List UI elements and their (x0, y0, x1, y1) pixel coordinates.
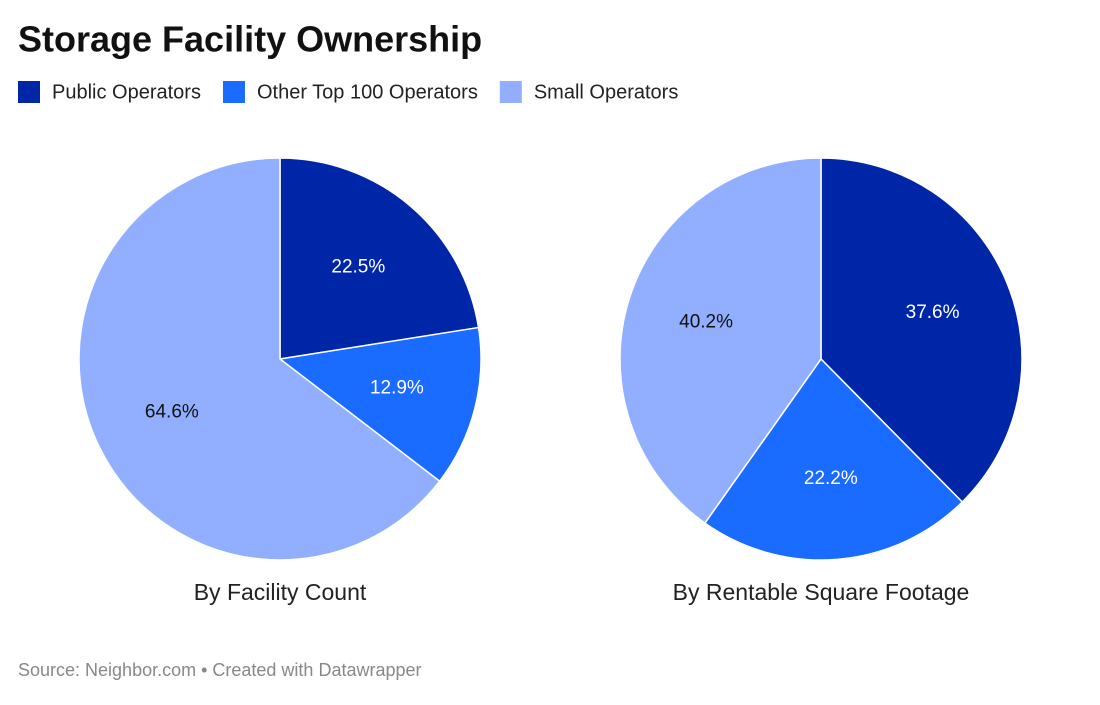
pie-slice (279, 157, 480, 360)
pie-slice (278, 326, 482, 483)
pie-slice (78, 157, 441, 561)
pie-slice (619, 157, 822, 525)
legend-label: Public Operators (52, 81, 201, 103)
legend-label: Other Top 100 Operators (257, 81, 478, 103)
value-label: 22.5% (331, 256, 385, 277)
legend-swatch (222, 81, 245, 103)
legend-label: Small Operators (534, 81, 679, 103)
legend-swatch (499, 81, 522, 103)
value-label: 64.6% (145, 401, 199, 422)
value-label: 12.9% (370, 378, 424, 399)
value-label: 37.6% (906, 302, 960, 323)
value-label: 40.2% (679, 311, 733, 332)
pie-slice (820, 157, 1023, 504)
pie-title: By Rentable Square Footage (673, 579, 970, 605)
value-label: 22.2% (804, 468, 858, 489)
pie-slice (703, 357, 964, 561)
legend-swatch (18, 81, 40, 103)
chart-title: Storage Facility Ownership (18, 19, 482, 60)
source-note: Source: Neighbor.com • Created with Data… (18, 660, 422, 680)
pie-title: By Facility Count (194, 579, 367, 605)
